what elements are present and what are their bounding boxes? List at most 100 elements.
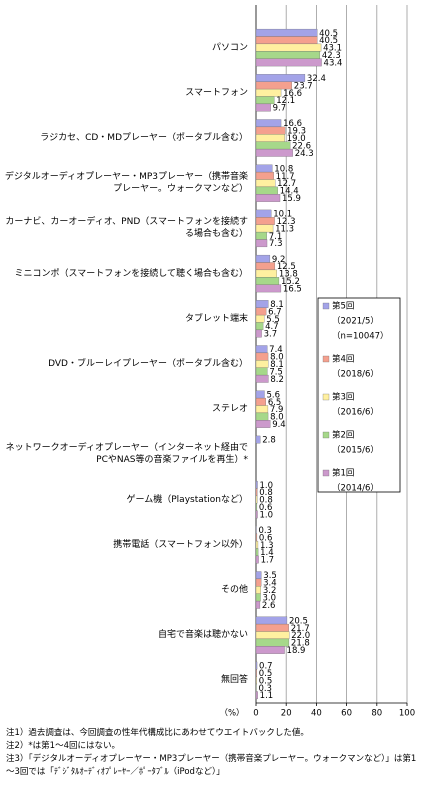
value-label: 1.1 bbox=[260, 691, 274, 701]
notes: 注1）過去調査は、今回調査の性年代構成比にあわせてウエイトバックした値。 注2）*… bbox=[6, 727, 420, 779]
value-label: 4.7 bbox=[265, 322, 279, 332]
category-label: ステレオ bbox=[211, 404, 248, 415]
bar bbox=[255, 691, 258, 700]
value-label: 42.3 bbox=[322, 51, 341, 61]
category-label: 自宅で音楽は聴かない bbox=[157, 630, 248, 641]
x-tick-label: 20 bbox=[281, 709, 292, 719]
bar bbox=[255, 367, 268, 376]
bar bbox=[255, 231, 267, 240]
legend-swatch bbox=[322, 431, 330, 439]
value-label: 1.4 bbox=[260, 548, 274, 558]
bar bbox=[255, 360, 269, 368]
bar bbox=[255, 126, 286, 135]
bar bbox=[255, 28, 318, 37]
legend-detail: （2015/6） bbox=[332, 445, 379, 456]
value-label: 7.5 bbox=[269, 367, 283, 377]
legend-swatch bbox=[322, 302, 330, 310]
bar bbox=[255, 600, 261, 609]
category-label: DVD・ブルーレイプレーヤー（ポータブル含む） bbox=[48, 359, 248, 369]
value-label: 16.5 bbox=[283, 284, 302, 294]
legend-label: 第5回 bbox=[332, 301, 354, 312]
value-label: 20.5 bbox=[289, 616, 308, 626]
value-label: 7.3 bbox=[269, 239, 283, 249]
legend-detail: （2018/6） bbox=[332, 369, 379, 380]
value-label: 12.3 bbox=[277, 217, 296, 227]
bar bbox=[255, 623, 289, 632]
bar bbox=[255, 307, 267, 316]
bar bbox=[255, 322, 264, 331]
legend-detail: （2021/5） bbox=[332, 316, 379, 327]
value-label: 5.5 bbox=[266, 315, 280, 325]
bar bbox=[255, 571, 262, 580]
value-label: 10.8 bbox=[274, 164, 293, 174]
value-label: 22.6 bbox=[292, 141, 311, 151]
x-tick-label: 60 bbox=[341, 709, 352, 719]
category-label: その他 bbox=[220, 585, 248, 595]
value-label: 8.0 bbox=[270, 413, 284, 423]
value-label: 5.6 bbox=[266, 390, 280, 400]
value-label: 1.7 bbox=[261, 556, 275, 566]
bar bbox=[255, 262, 276, 271]
value-label: 40.5 bbox=[319, 29, 338, 39]
value-label: 0.6 bbox=[259, 533, 273, 543]
bar bbox=[255, 578, 262, 587]
value-label: 15.9 bbox=[282, 194, 301, 204]
value-label: 7.4 bbox=[269, 345, 283, 355]
x-axis-label: （%） bbox=[219, 708, 244, 719]
bar bbox=[255, 300, 269, 308]
bar bbox=[255, 277, 280, 285]
bar bbox=[255, 58, 322, 67]
bar bbox=[255, 374, 269, 383]
value-label: 13.8 bbox=[279, 270, 298, 280]
category-label: 無回答 bbox=[220, 675, 248, 686]
bar bbox=[255, 119, 282, 128]
value-label: 16.6 bbox=[283, 119, 302, 129]
bar bbox=[255, 314, 265, 323]
value-label: 40.5 bbox=[319, 36, 338, 46]
value-label: 11.3 bbox=[275, 224, 294, 234]
value-label: 8.2 bbox=[270, 375, 284, 385]
legend-swatch bbox=[322, 469, 330, 477]
bar bbox=[255, 194, 281, 202]
bar bbox=[255, 488, 258, 497]
bar bbox=[255, 345, 268, 354]
bar bbox=[255, 480, 258, 489]
value-label: 0.8 bbox=[259, 496, 273, 506]
bar bbox=[255, 179, 276, 188]
value-label: 2.8 bbox=[262, 436, 276, 446]
bar bbox=[255, 239, 268, 248]
value-label: 12.5 bbox=[277, 262, 296, 272]
legend-label: 第4回 bbox=[332, 354, 354, 365]
bar bbox=[255, 148, 293, 157]
bar bbox=[255, 134, 285, 142]
category-label: ゲーム機（Playstationなど） bbox=[126, 494, 248, 505]
category-label: スマートフォン bbox=[185, 87, 248, 98]
note: 注3）「デジタルオーディオプレーヤー・MP3プレーヤー（携帯音楽プレーヤー。ウォ… bbox=[6, 754, 417, 777]
value-label: 10.1 bbox=[273, 210, 292, 220]
bar bbox=[255, 103, 271, 112]
x-tick-label: 0 bbox=[253, 709, 258, 719]
legend-box bbox=[317, 297, 401, 493]
value-label: 0.7 bbox=[259, 662, 273, 672]
value-label: 8.0 bbox=[270, 353, 284, 363]
bar bbox=[255, 390, 265, 399]
value-label: 0.3 bbox=[258, 526, 272, 536]
bar bbox=[255, 36, 318, 45]
value-label: 16.6 bbox=[283, 89, 302, 99]
category-label: カーナビ、カーオーディオ、PND（スマートフォンを接続する場合も含む） bbox=[5, 217, 248, 240]
bar bbox=[255, 669, 257, 677]
bar bbox=[255, 96, 275, 105]
value-label: 9.4 bbox=[272, 420, 286, 430]
value-label: 23.7 bbox=[294, 81, 313, 91]
legend: 第5回 （2021/5） （n=10047） 第4回 （2018/6） 第3回 （2016/… bbox=[317, 297, 401, 494]
legend-detail: （n=10047） bbox=[332, 331, 389, 342]
value-label: 14.4 bbox=[280, 187, 299, 197]
category-label: パソコン bbox=[211, 42, 248, 53]
bar bbox=[255, 51, 321, 59]
value-label: 8.1 bbox=[270, 360, 284, 370]
bar bbox=[255, 352, 269, 361]
value-label: 0.8 bbox=[259, 488, 273, 498]
value-label: 3.7 bbox=[264, 330, 278, 340]
category-label: ラジカセ、CD・MDプレーヤー（ポータブル含む） bbox=[40, 133, 248, 143]
